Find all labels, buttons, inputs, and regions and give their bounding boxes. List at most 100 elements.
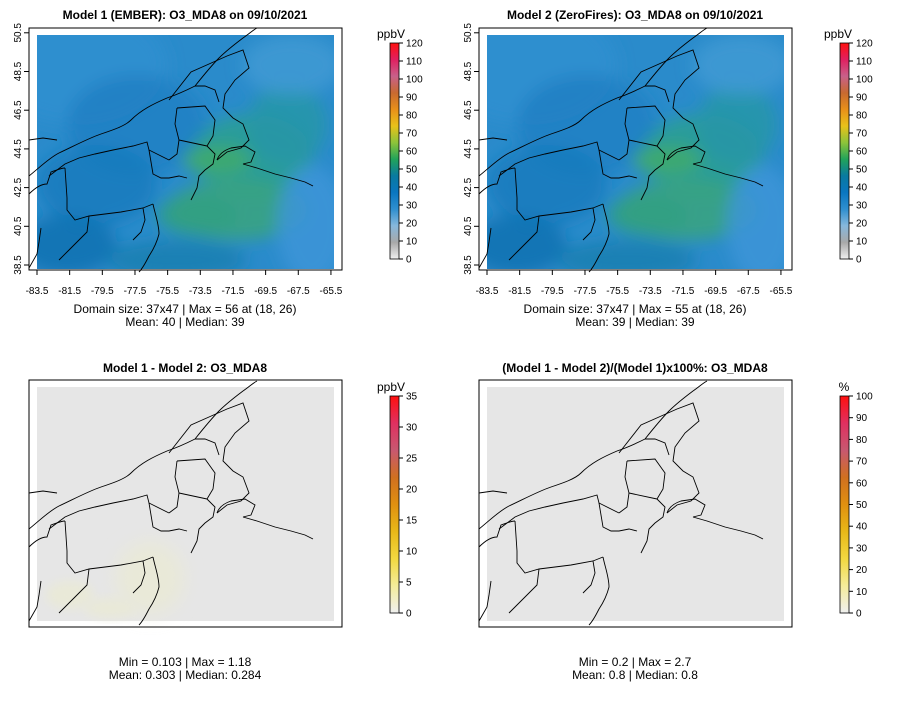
y-tick-label: 40.5 xyxy=(13,216,24,236)
colorbar-tick-label: 100 xyxy=(406,75,423,86)
colorbar-tick-label: 90 xyxy=(856,93,868,104)
colorbar-tick-label: 35 xyxy=(406,392,418,403)
colorbar-tick-label: 80 xyxy=(856,111,868,122)
x-axis: -83.5 -81.5 -79.5 -77.5 -75.5 -73.5 -71.5 -69.5… xyxy=(26,270,343,297)
colorbar-tick-label: 60 xyxy=(856,147,868,158)
y-tick-label: 40.5 xyxy=(463,216,474,236)
ozone-field xyxy=(487,35,784,269)
colorbar-tick-label: 30 xyxy=(856,201,868,212)
x-tick-label: -75.5 xyxy=(606,286,629,297)
x-axis: -83.5 -81.5 -79.5 -77.5 -75.5 -73.5 -71.5 -69.5… xyxy=(476,270,793,297)
colorbar-ramp xyxy=(389,42,400,260)
x-tick-label: -65.5 xyxy=(320,286,343,297)
stats-line-1: Min = 0.103 | Max = 1.18 xyxy=(119,655,252,669)
stats-line-1: Domain size: 37x47 | Max = 56 at (18, 26… xyxy=(74,302,297,316)
x-tick-label: -75.5 xyxy=(156,286,179,297)
y-tick-label: 42.5 xyxy=(463,177,474,197)
low-difference-patches xyxy=(46,542,184,618)
colorbar-tick-label: 120 xyxy=(856,39,873,50)
y-tick-label: 48.5 xyxy=(463,61,474,81)
x-tick-label: -79.5 xyxy=(91,286,114,297)
colorbar-tick-label: 15 xyxy=(406,516,418,527)
x-tick-label: -65.5 xyxy=(770,286,793,297)
stats-line-2: Mean: 39 | Median: 39 xyxy=(575,315,695,329)
map-outlines xyxy=(478,27,764,273)
x-tick-label: -81.5 xyxy=(58,286,81,297)
colorbar-tick-label: 50 xyxy=(856,165,868,176)
colorbar-tick-label: 5 xyxy=(406,578,412,589)
y-tick-label: 38.5 xyxy=(13,255,24,275)
y-tick-label: 50.5 xyxy=(13,23,24,43)
panel-percent-difference: (Model 1 - Model 2)/(Model 1)x100%: O3_M… xyxy=(478,361,873,682)
stats-line-1: Min = 0.2 | Max = 2.7 xyxy=(579,655,692,669)
colorbar-tick-label: 10 xyxy=(406,237,418,248)
y-axis: 38.5 40.5 42.5 44.5 46.5 48.5 50.5 xyxy=(13,23,29,275)
colorbar-tick-label: 30 xyxy=(856,543,868,554)
y-tick-label: 42.5 xyxy=(13,177,24,197)
x-tick-label: -69.5 xyxy=(254,286,277,297)
colorbar: 0 10 20 30 40 50 60 70 80 90 100 xyxy=(839,392,873,620)
y-tick-label: 38.5 xyxy=(463,255,474,275)
colorbar-unit: ppbV xyxy=(377,380,405,394)
colorbar-tick-label: 70 xyxy=(406,129,418,140)
colorbar-tick-label: 30 xyxy=(406,201,418,212)
colorbar-tick-label: 70 xyxy=(856,457,868,468)
colorbar-tick-label: 110 xyxy=(856,57,872,68)
x-tick-label: -73.5 xyxy=(189,286,212,297)
x-tick-label: -77.5 xyxy=(574,286,597,297)
x-tick-label: -77.5 xyxy=(124,286,147,297)
x-tick-label: -69.5 xyxy=(704,286,727,297)
colorbar-tick-label: 10 xyxy=(856,237,868,248)
y-tick-label: 44.5 xyxy=(13,139,24,159)
colorbar-tick-label: 60 xyxy=(406,147,418,158)
colorbar-tick-label: 120 xyxy=(406,39,423,50)
colorbar: 0 5 10 15 20 25 30 35 xyxy=(389,392,418,620)
colorbar-tick-label: 90 xyxy=(406,93,418,104)
y-tick-label: 46.5 xyxy=(13,100,24,120)
colorbar-tick-label: 30 xyxy=(406,423,418,434)
x-tick-label: -83.5 xyxy=(476,286,499,297)
map-outlines xyxy=(28,380,314,626)
colorbar-tick-label: 40 xyxy=(406,183,418,194)
colorbar-ramp xyxy=(839,395,850,614)
y-tick-label: 44.5 xyxy=(463,139,474,159)
plot-border xyxy=(478,379,793,628)
y-axis: 38.5 40.5 42.5 44.5 46.5 48.5 50.5 xyxy=(463,23,479,275)
colorbar-tick-label: 50 xyxy=(856,500,868,511)
colorbar-tick-label: 50 xyxy=(406,165,418,176)
colorbar-tick-label: 10 xyxy=(406,547,418,558)
colorbar-tick-label: 80 xyxy=(856,435,868,446)
colorbar-tick-label: 20 xyxy=(856,565,868,576)
colorbar-tick-label: 40 xyxy=(856,183,868,194)
panel-difference: Model 1 - Model 2: O3_MDA8 0 5 10 15 20 25 30 3… xyxy=(28,361,418,682)
map-outlines xyxy=(28,27,314,273)
difference-field xyxy=(37,387,334,621)
x-tick-label: -83.5 xyxy=(26,286,49,297)
x-tick-label: -71.5 xyxy=(222,286,245,297)
panel-model2: Model 2 (ZeroFires): O3_MDA8 on 09/10/20… xyxy=(463,8,873,329)
x-tick-label: -71.5 xyxy=(672,286,695,297)
colorbar: 0 10 20 30 40 50 60 70 80 90 100 110 120 xyxy=(389,39,423,266)
colorbar-tick-label: 80 xyxy=(406,111,418,122)
plot-border xyxy=(28,379,343,628)
colorbar-tick-label: 100 xyxy=(856,75,873,86)
colorbar-unit: ppbV xyxy=(824,27,852,41)
colorbar-ramp xyxy=(389,395,400,614)
panel-title: (Model 1 - Model 2)/(Model 1)x100%: O3_M… xyxy=(502,361,768,375)
colorbar-tick-label: 20 xyxy=(406,485,418,496)
x-tick-label: -79.5 xyxy=(541,286,564,297)
colorbar-tick-label: 70 xyxy=(856,129,868,140)
colorbar-unit: ppbV xyxy=(377,27,405,41)
colorbar-tick-label: 10 xyxy=(856,587,868,598)
colorbar-tick-label: 40 xyxy=(856,522,868,533)
colorbar-tick-label: 0 xyxy=(856,609,862,620)
x-tick-label: -81.5 xyxy=(508,286,531,297)
x-tick-label: -67.5 xyxy=(737,286,760,297)
colorbar: 0 10 20 30 40 50 60 70 80 90 100 110 120 xyxy=(839,39,873,266)
colorbar-tick-label: 110 xyxy=(406,57,422,68)
stats-line-2: Mean: 0.303 | Median: 0.284 xyxy=(109,668,262,682)
percent-field xyxy=(487,387,784,621)
panel-title: Model 1 - Model 2: O3_MDA8 xyxy=(103,361,267,375)
ozone-field xyxy=(37,35,334,269)
